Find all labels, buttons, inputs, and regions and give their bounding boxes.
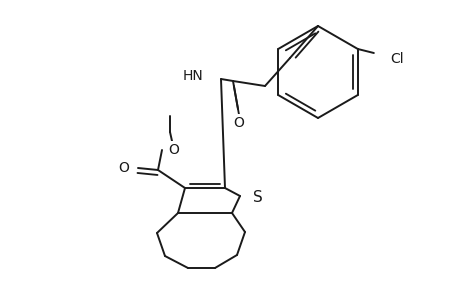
Text: O: O [233,116,244,130]
Text: O: O [118,161,129,175]
Text: HN: HN [182,69,202,83]
Text: S: S [252,190,262,206]
Text: O: O [168,143,179,157]
Text: Cl: Cl [389,52,403,66]
